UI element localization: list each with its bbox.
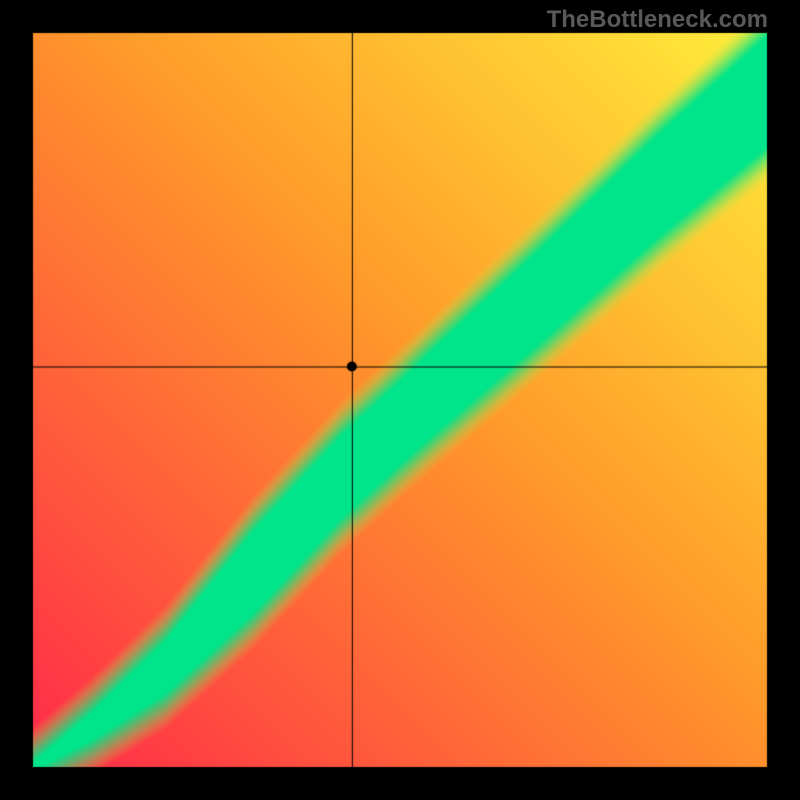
watermark-text: TheBottleneck.com — [547, 6, 768, 34]
chart-container: TheBottleneck.com — [0, 0, 800, 800]
bottleneck-heatmap — [0, 0, 800, 800]
